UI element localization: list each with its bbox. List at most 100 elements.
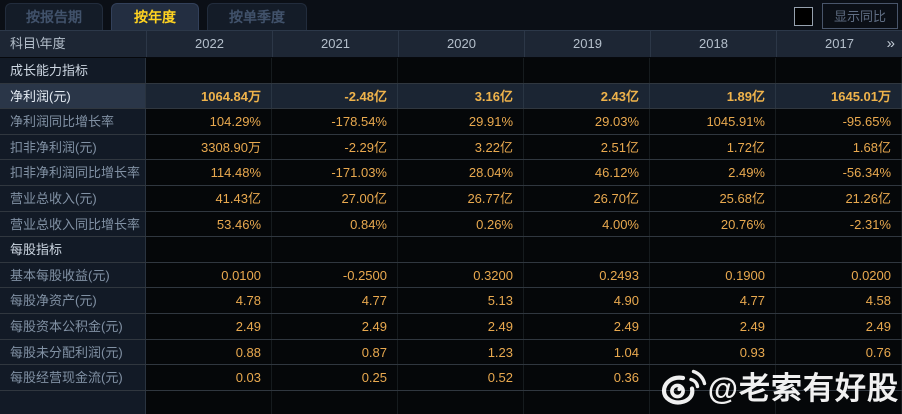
cell-value: 1.72亿 (650, 134, 776, 160)
cell-value (524, 58, 650, 83)
yoy-controls: 显示同比 (793, 3, 898, 29)
corner-header: 科目\年度 (10, 36, 66, 51)
cell-value (146, 58, 272, 83)
cell-value: 29.91% (398, 109, 524, 134)
column-header-2021: 2021 (272, 31, 398, 57)
cell-value (272, 237, 398, 262)
table-body: 成长能力指标 净利润(元) 1064.84万 -2.48亿 3.16亿 2.43亿 1.89… (0, 58, 902, 414)
cell-value: 2.49 (272, 313, 398, 339)
show-yoy-checkbox[interactable] (793, 6, 813, 26)
cell-value: 2.51亿 (524, 134, 650, 160)
cell-value: 25.68亿 (650, 185, 776, 211)
table-row[interactable]: 扣非净利润(元) 3308.90万 -2.29亿 3.22亿 2.51亿 1.72亿 1.6… (0, 134, 902, 161)
more-years-icon[interactable]: » (886, 35, 895, 52)
cell-value: 3.22亿 (398, 134, 524, 160)
table-row[interactable]: 扣非净利润同比增长率 114.48% -171.03% 28.04% 46.12% 2.4… (0, 160, 902, 186)
cell-value (776, 237, 902, 262)
cell-value: 0.1900 (650, 262, 776, 288)
cell-value: -95.65% (776, 109, 902, 134)
table-row[interactable]: 每股指标 (0, 237, 902, 263)
cell-value: 1.23 (398, 339, 524, 365)
table-row[interactable]: 每股未分配利润(元) 0.88 0.87 1.23 1.04 0.93 0.76 (0, 339, 902, 366)
cell-value (146, 237, 272, 262)
cell-value: 0.93 (650, 339, 776, 365)
table-row[interactable]: 基本每股收益(元) 0.0100 -0.2500 0.3200 0.2493 0.1900… (0, 262, 902, 289)
cell-value: 0.76 (776, 339, 902, 365)
cell-value (776, 365, 902, 390)
cell-value: 3308.90万 (146, 134, 272, 160)
cell-value (776, 390, 902, 414)
cell-value: 2.49 (650, 313, 776, 339)
cell-value: -2.31% (776, 211, 902, 237)
table-row[interactable]: 每股资本公积金(元) 2.49 2.49 2.49 2.49 2.49 2.49 (0, 313, 902, 340)
row-label: 每股经营现金流(元) (0, 365, 146, 390)
cell-value (524, 237, 650, 262)
cell-value: 2.49% (650, 160, 776, 185)
cell-value: 104.29% (146, 109, 272, 134)
cell-value: 4.58 (776, 288, 902, 313)
cell-value: 20.76% (650, 211, 776, 237)
cell-value (650, 58, 776, 83)
row-label: 扣非净利润(元) (0, 134, 146, 160)
table-row[interactable]: 每股经营现金流(元) 0.03 0.25 0.52 0.36 (0, 365, 902, 391)
table-row[interactable]: 营业总收入(元) 41.43亿 27.00亿 26.77亿 26.70亿 25.68亿 21… (0, 185, 902, 212)
tab-by-year[interactable]: 按年度 (111, 3, 199, 30)
column-header-2018: 2018 (650, 31, 776, 57)
cell-value (776, 58, 902, 83)
cell-value (272, 390, 398, 414)
cell-value (650, 365, 776, 390)
cell-value: 3.16亿 (398, 83, 524, 109)
tab-by-report-period[interactable]: 按报告期 (5, 3, 103, 30)
show-yoy-label[interactable]: 显示同比 (821, 3, 898, 29)
cell-value: 2.49 (146, 313, 272, 339)
row-label: 每股指标 (0, 237, 146, 262)
tab-by-quarter[interactable]: 按单季度 (207, 3, 307, 30)
row-label: 营业总收入同比增长率 (0, 211, 146, 237)
cell-value: 0.2493 (524, 262, 650, 288)
cell-value: 53.46% (146, 211, 272, 237)
cell-value: 26.77亿 (398, 185, 524, 211)
cell-value: -2.48亿 (272, 83, 398, 109)
cell-value (398, 237, 524, 262)
cell-value (398, 390, 524, 414)
table-row[interactable]: 净利润(元) 1064.84万 -2.48亿 3.16亿 2.43亿 1.89亿 1645.… (0, 83, 902, 110)
row-label: 基本每股收益(元) (0, 262, 146, 288)
column-header-2022: 2022 (146, 31, 272, 57)
cell-value: 2.49 (776, 313, 902, 339)
column-header-2020: 2020 (398, 31, 524, 57)
cell-value: 0.26% (398, 211, 524, 237)
cell-value (272, 58, 398, 83)
cell-value: 0.3200 (398, 262, 524, 288)
cell-value: 1.89亿 (650, 83, 776, 109)
cell-value: 1.04 (524, 339, 650, 365)
cell-value: 0.03 (146, 365, 272, 390)
cell-value (650, 237, 776, 262)
row-label: 营业总收入(元) (0, 185, 146, 211)
cell-value: 21.26亿 (776, 185, 902, 211)
cell-value: 4.90 (524, 288, 650, 313)
cell-value: 114.48% (146, 160, 272, 185)
table-row[interactable] (0, 390, 902, 414)
table-row[interactable]: 净利润同比增长率 104.29% -178.54% 29.91% 29.03% 1045.… (0, 109, 902, 135)
table-row[interactable]: 每股净资产(元) 4.78 4.77 5.13 4.90 4.77 4.58 (0, 288, 902, 314)
cell-value: 0.87 (272, 339, 398, 365)
row-label (0, 390, 146, 414)
cell-value: 29.03% (524, 109, 650, 134)
row-label: 净利润(元) (0, 83, 146, 109)
cell-value: -56.34% (776, 160, 902, 185)
cell-value: 0.88 (146, 339, 272, 365)
row-label: 成长能力指标 (0, 58, 146, 83)
cell-value: 0.0200 (776, 262, 902, 288)
cell-value: 1045.91% (650, 109, 776, 134)
table-row[interactable]: 成长能力指标 (0, 58, 902, 84)
row-label: 每股净资产(元) (0, 288, 146, 313)
table-row[interactable]: 营业总收入同比增长率 53.46% 0.84% 0.26% 4.00% 20.76% -2.… (0, 211, 902, 238)
cell-value (650, 390, 776, 414)
column-header-2017: 2017» (776, 31, 902, 57)
cell-value: 1064.84万 (146, 83, 272, 109)
cell-value: 27.00亿 (272, 185, 398, 211)
cell-value (146, 390, 272, 414)
cell-value: 46.12% (524, 160, 650, 185)
cell-value: 1.68亿 (776, 134, 902, 160)
cell-value: 4.78 (146, 288, 272, 313)
